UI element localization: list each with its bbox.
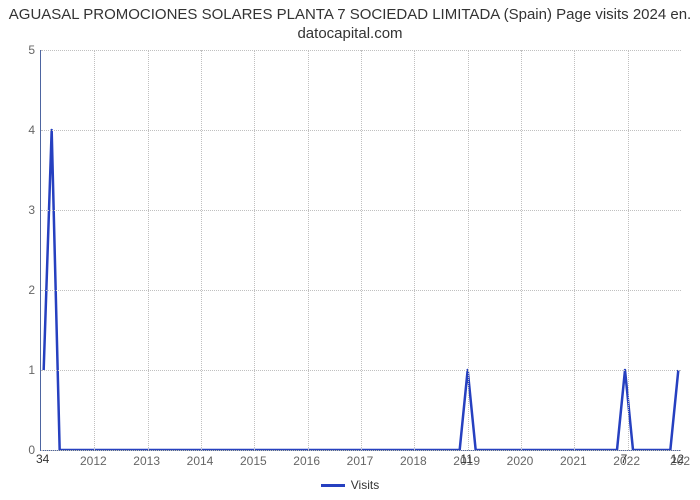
plot-area (40, 50, 681, 451)
chart-container: { "chart": { "type": "line", "title": "A… (0, 0, 700, 500)
x-tick-label: 2016 (293, 454, 320, 468)
gridline-v (521, 50, 522, 450)
value-label: 34 (36, 452, 49, 466)
value-label: 12 (671, 452, 684, 466)
y-tick-label: 1 (5, 363, 35, 377)
x-tick-label: 2020 (507, 454, 534, 468)
x-tick-label: 2015 (240, 454, 267, 468)
gridline-v (361, 50, 362, 450)
y-tick-label: 3 (5, 203, 35, 217)
gridline-v (468, 50, 469, 450)
gridline-v (148, 50, 149, 450)
value-label: 7 (621, 452, 628, 466)
legend-label: Visits (351, 478, 379, 492)
legend-swatch (321, 484, 345, 487)
y-tick-label: 4 (5, 123, 35, 137)
gridline-v (94, 50, 95, 450)
gridline-h (41, 450, 681, 451)
gridline-v (308, 50, 309, 450)
value-label: 11 (460, 452, 472, 466)
gridline-v (628, 50, 629, 450)
x-tick-label: 2021 (560, 454, 587, 468)
y-tick-label: 0 (5, 443, 35, 457)
gridline-v (414, 50, 415, 450)
legend: Visits (0, 478, 700, 492)
x-tick-label: 2018 (400, 454, 427, 468)
x-tick-label: 2013 (133, 454, 160, 468)
chart-title: AGUASAL PROMOCIONES SOLARES PLANTA 7 SOC… (0, 6, 700, 44)
gridline-v (574, 50, 575, 450)
x-tick-label: 2012 (80, 454, 107, 468)
x-tick-label: 2017 (347, 454, 374, 468)
gridline-v (254, 50, 255, 450)
gridline-v (201, 50, 202, 450)
y-tick-label: 5 (5, 43, 35, 57)
y-tick-label: 2 (5, 283, 35, 297)
x-tick-label: 2014 (187, 454, 214, 468)
